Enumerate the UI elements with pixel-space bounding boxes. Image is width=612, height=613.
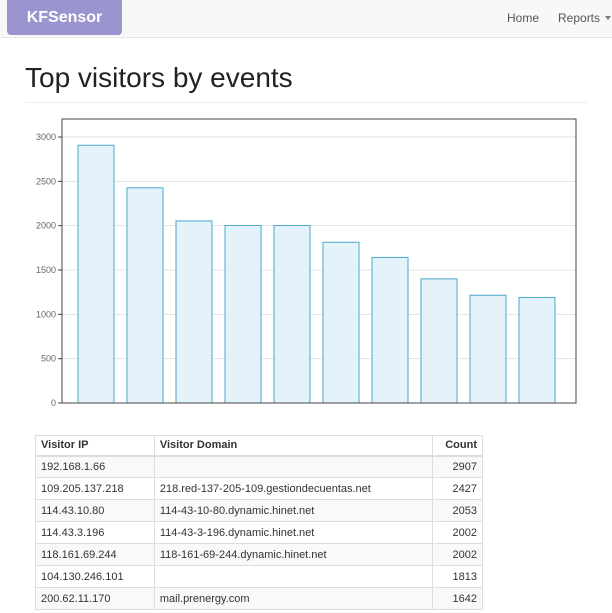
table-header-row: Visitor IP Visitor Domain Count — [35, 435, 483, 457]
y-tick-label: 500 — [41, 354, 56, 364]
y-tick-label: 1000 — [36, 309, 56, 319]
y-tick-label: 2000 — [36, 221, 56, 231]
chart-bar[interactable] — [126, 187, 164, 404]
nav-home-label: Home — [507, 10, 540, 25]
table-row: 114.43.10.80 114-43-10-80.dynamic.hinet.… — [35, 499, 483, 522]
y-tick-label: 2500 — [36, 176, 56, 186]
chart-plot-area — [61, 118, 577, 404]
cell-visitor-ip: 104.130.246.101 — [35, 565, 155, 588]
cell-visitor-domain: 218.red-137-205-109.gestiondecuentas.net — [153, 477, 434, 500]
title-divider — [25, 102, 588, 103]
cell-visitor-ip: 192.168.1.66 — [35, 455, 155, 478]
cell-visitor-domain: mail.prenergy.com — [153, 587, 434, 610]
cell-count: 1813 — [432, 565, 483, 588]
table-row: 118.161.69.244 118-161-69-244.dynamic.hi… — [35, 543, 483, 566]
cell-count: 1642 — [432, 587, 483, 610]
column-header-visitor-domain[interactable]: Visitor Domain — [153, 435, 434, 457]
cell-visitor-domain: 118-161-69-244.dynamic.hinet.net — [153, 543, 434, 566]
nav-reports-dropdown[interactable]: Reports — [558, 0, 612, 35]
y-tick-label: 1500 — [36, 265, 56, 275]
cell-visitor-domain: 114-43-3-196.dynamic.hinet.net — [153, 521, 434, 544]
caret-down-icon — [605, 15, 612, 20]
cell-visitor-domain — [153, 455, 434, 478]
brand-logo[interactable]: KFSensor — [7, 0, 122, 35]
chart-bar[interactable] — [322, 241, 360, 404]
cell-visitor-ip: 114.43.3.196 — [35, 521, 155, 544]
cell-count: 2002 — [432, 521, 483, 544]
cell-visitor-ip: 118.161.69.244 — [35, 543, 155, 566]
cell-count: 2907 — [432, 455, 483, 478]
column-header-visitor-ip[interactable]: Visitor IP — [35, 435, 155, 457]
visitors-bar-chart: 0 500 1000 1500 2000 2500 3000 — [36, 118, 577, 408]
nav-home-link[interactable]: Home — [507, 0, 539, 35]
chart-bar[interactable] — [77, 144, 115, 404]
cell-visitor-ip: 109.205.137.218 — [35, 477, 155, 500]
cell-count: 2002 — [432, 543, 483, 566]
column-header-count[interactable]: Count — [432, 435, 483, 457]
y-tick-label: 0 — [51, 398, 56, 408]
chart-bar[interactable] — [420, 278, 458, 404]
table-row: 114.43.3.196 114-43-3-196.dynamic.hinet.… — [35, 521, 483, 544]
y-tick-label: 3000 — [36, 132, 56, 142]
chart-bar[interactable] — [371, 256, 409, 404]
navbar: KFSensor Home Reports — [0, 0, 612, 38]
table-row: 104.130.246.101 1813 — [35, 565, 483, 588]
table-row: 192.168.1.66 2907 — [35, 455, 483, 478]
cell-visitor-ip: 114.43.10.80 — [35, 499, 155, 522]
cell-count: 2053 — [432, 499, 483, 522]
chart-bar[interactable] — [469, 294, 507, 404]
cell-visitor-ip: 200.62.11.170 — [35, 587, 155, 610]
cell-visitor-domain: 114-43-10-80.dynamic.hinet.net — [153, 499, 434, 522]
page-title: Top visitors by events — [25, 62, 293, 93]
cell-count: 2427 — [432, 477, 483, 500]
chart-bar[interactable] — [518, 296, 556, 404]
nav-reports-label: Reports — [558, 10, 601, 25]
table-row: 200.62.11.170 mail.prenergy.com 1642 — [35, 587, 483, 610]
chart-bar[interactable] — [224, 224, 262, 404]
chart-bar[interactable] — [273, 224, 311, 404]
visitors-table: Visitor IP Visitor Domain Count 192.168.… — [35, 435, 483, 610]
chart-bar[interactable] — [175, 220, 213, 404]
table-row: 109.205.137.218 218.red-137-205-109.gest… — [35, 477, 483, 500]
cell-visitor-domain — [153, 565, 434, 588]
